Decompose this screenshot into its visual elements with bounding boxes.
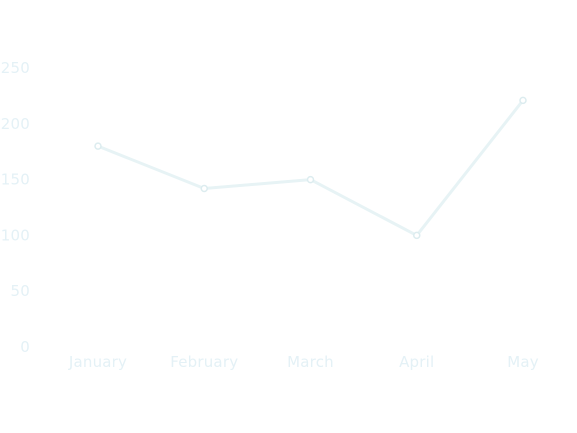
x-tick-label: April [399,353,434,371]
y-tick-label: 150 [1,171,30,189]
data-point[interactable] [94,142,102,150]
y-tick-label: 100 [1,226,30,244]
data-point[interactable] [200,184,208,193]
y-tick-label: 50 [11,282,31,300]
y-tick-label: 0 [20,338,30,356]
y-tick-label: 250 [1,59,30,77]
data-point[interactable] [519,96,527,105]
x-tick-label: May [507,353,539,371]
series-line [96,98,525,237]
x-tick-label: February [170,353,238,371]
x-axis-ticks: January February March April May [68,353,539,371]
series-group [94,96,527,240]
x-tick-label: January [68,353,127,371]
data-point[interactable] [413,231,421,240]
y-tick-label: 200 [1,115,30,133]
y-axis-ticks: 0 50 100 150 200 250 [1,59,30,356]
x-tick-label: March [287,353,334,371]
data-point[interactable] [306,175,315,184]
